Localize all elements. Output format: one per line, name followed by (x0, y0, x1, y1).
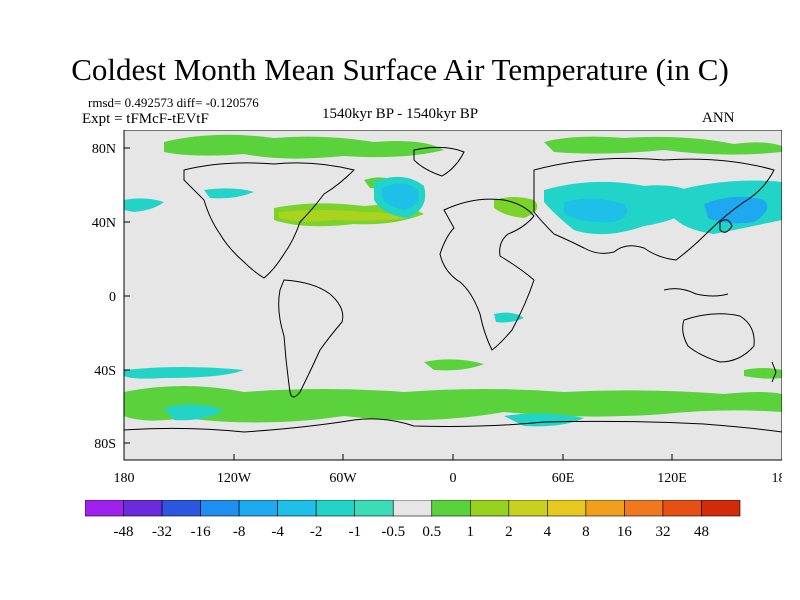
colorbar-box (469, 500, 510, 517)
y-tick-0: 0 (109, 290, 116, 305)
colorbar-box (392, 500, 433, 517)
colorbar-box (624, 500, 664, 517)
colorbar-box (547, 500, 587, 517)
colorbar-box (354, 500, 394, 517)
colorbar-label: -8 (233, 524, 246, 540)
season-label: ANN (702, 110, 735, 126)
y-axis-ticks (124, 147, 130, 444)
y-tick-80s: 80S (94, 437, 116, 452)
colorbar-label: 16 (617, 524, 633, 540)
colorbar-label: -0.5 (381, 524, 405, 540)
colorbar-box (508, 500, 548, 517)
colorbar-box (315, 500, 356, 517)
y-tick-40s: 40S (94, 364, 116, 379)
colorbar-box (161, 500, 201, 517)
colorbar-box (238, 500, 278, 517)
colorbar-label: 4 (544, 524, 552, 540)
colorbar: -48 -32 -16 -8 -4 -2 -1 -0.5 0.5 1 2 4 8 16 32 48 (85, 500, 741, 540)
colorbar-labels: -48 -32 -16 -8 -4 -2 -1 -0.5 0.5 1 2 4 8 16 32 48 (114, 524, 709, 540)
colorbar-label: -1 (348, 524, 361, 540)
colorbar-box (123, 500, 163, 517)
colorbar-label: -48 (114, 524, 134, 540)
colorbar-box (585, 500, 625, 517)
colorbar-label: 0.5 (422, 524, 441, 540)
colorbar-box (85, 500, 124, 517)
colorbar-label: 1 (467, 524, 475, 540)
x-tick-120w: 120W (217, 471, 252, 486)
map-title: Coldest Month Mean Surface Air Temperatu… (71, 52, 729, 87)
colorbar-label: -4 (271, 524, 284, 540)
colorbar-box (277, 500, 317, 517)
x-tick-180w: 180 (114, 471, 135, 486)
stats-text: rmsd= 0.492573 diff= -0.120576 (88, 95, 259, 110)
x-tick-0: 0 (450, 471, 457, 486)
map-plot: 80N 40N 0 40S 80S 180 120W 60W 0 60E 120… (92, 130, 783, 486)
colorbar-label: -16 (191, 524, 211, 540)
colorbar-label: 2 (505, 524, 513, 540)
colorbar-label: 8 (582, 524, 590, 540)
y-tick-80n: 80N (92, 142, 116, 157)
colorbar-label: -32 (152, 524, 172, 540)
x-tick-120e: 120E (657, 471, 687, 486)
colorbar-box (200, 500, 240, 517)
negative-anomaly-patches (124, 176, 782, 427)
experiment-label: Expt = tFMcF-tEVtF (82, 111, 209, 127)
colorbar-label: 32 (655, 524, 670, 540)
colorbar-box (662, 500, 702, 517)
colorbar-box (701, 500, 741, 517)
x-tick-60e: 60E (552, 471, 575, 486)
positive-anomaly-patches (124, 134, 782, 423)
x-axis-ticks (123, 454, 782, 460)
colorbar-box (431, 500, 471, 517)
y-tick-40n: 40N (92, 216, 116, 231)
coastlines (123, 146, 782, 433)
colorbar-boxes (85, 500, 741, 517)
colorbar-label: 48 (694, 524, 709, 540)
period-label: 1540kyr BP - 1540kyr BP (321, 106, 479, 122)
x-tick-180e: 180 (772, 471, 783, 486)
x-tick-60w: 60W (329, 471, 357, 486)
colorbar-label: -2 (310, 524, 323, 540)
